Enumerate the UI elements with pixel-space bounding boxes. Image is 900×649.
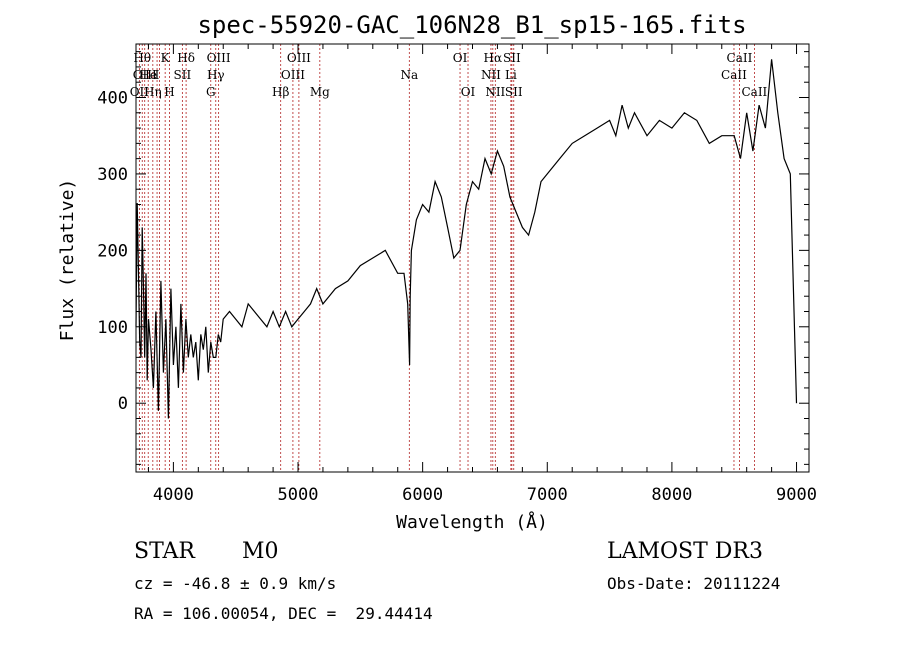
line-label: G bbox=[206, 85, 216, 99]
line-label: H bbox=[164, 85, 174, 99]
line-labels: OIIHθOIIIHeHηIKHSIIHδGHγOIIIHβOIIIOIIIMg… bbox=[130, 51, 768, 99]
line-label: Na bbox=[400, 68, 418, 82]
line-label: OIII bbox=[281, 68, 305, 82]
chart-title: spec-55920-GAC_106N28_B1_sp15-165.fits bbox=[197, 11, 746, 39]
line-label: CaII bbox=[741, 85, 767, 99]
line-label: NII bbox=[485, 85, 505, 99]
object-class: STAR bbox=[134, 539, 195, 564]
line-label: OIII bbox=[287, 51, 311, 65]
line-label: He bbox=[139, 68, 157, 82]
x-tick-label: 5000 bbox=[278, 485, 319, 505]
line-label: I bbox=[155, 68, 160, 82]
line-label: OIII bbox=[133, 68, 157, 82]
y-tick-label: 400 bbox=[97, 89, 128, 109]
line-label: Hα bbox=[484, 51, 503, 65]
y-tick-label: 100 bbox=[97, 318, 128, 338]
x-tick-label: 8000 bbox=[651, 485, 692, 505]
line-label: Li bbox=[505, 68, 517, 82]
survey-name: LAMOST DR3 bbox=[607, 539, 763, 564]
line-label: SII bbox=[505, 85, 523, 99]
line-label: Hβ bbox=[272, 85, 289, 99]
line-label: Hγ bbox=[207, 68, 225, 82]
line-label: CaII bbox=[727, 51, 753, 65]
line-label: SII bbox=[174, 68, 192, 82]
line-label: OI bbox=[453, 51, 468, 65]
line-label: OII bbox=[130, 85, 150, 99]
line-label: OI bbox=[461, 85, 476, 99]
observation-date: Obs-Date: 20111224 bbox=[607, 574, 781, 593]
line-label: K bbox=[161, 51, 171, 65]
line-markers bbox=[138, 44, 755, 472]
ra-dec: RA = 106.00054, DEC = 29.44414 bbox=[134, 604, 433, 623]
x-tick-label: 9000 bbox=[776, 485, 817, 505]
plot-frame bbox=[135, 43, 810, 473]
y-ticks: 0 100 200 300 400 bbox=[97, 51, 809, 465]
x-ticks: 4000 5000 6000 7000 8000 9000 bbox=[147, 44, 817, 505]
object-subclass: M0 bbox=[242, 539, 279, 564]
line-label: Hδ bbox=[177, 51, 195, 65]
x-tick-label: 6000 bbox=[402, 485, 443, 505]
spectrum-line bbox=[135, 59, 798, 419]
line-label: OIII bbox=[207, 51, 231, 65]
y-axis-label: Flux (relative) bbox=[57, 179, 78, 342]
line-label: Hθ bbox=[133, 51, 151, 65]
y-tick-label: 0 bbox=[118, 394, 128, 414]
line-label: NII bbox=[481, 68, 501, 82]
y-tick-label: 200 bbox=[97, 241, 128, 261]
x-tick-label: 4000 bbox=[153, 485, 194, 505]
line-label: SII bbox=[503, 51, 521, 65]
y-tick-label: 300 bbox=[97, 165, 128, 185]
redshift-cz: cz = -46.8 ± 0.9 km/s bbox=[134, 574, 337, 593]
line-label: Mg bbox=[310, 85, 330, 99]
line-label: Hη bbox=[144, 85, 162, 99]
x-tick-label: 7000 bbox=[527, 485, 568, 505]
x-axis-label: Wavelength (Å) bbox=[396, 511, 548, 533]
line-label: CaII bbox=[721, 68, 747, 82]
